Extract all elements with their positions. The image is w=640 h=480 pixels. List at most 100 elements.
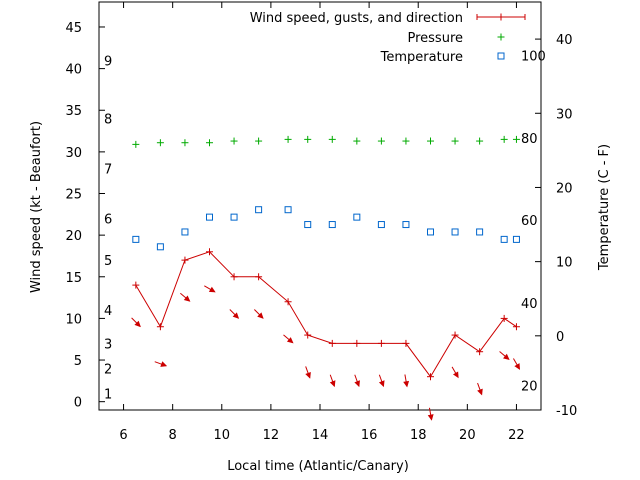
y-tick-label-right: 40 — [556, 33, 573, 48]
legend-label: Pressure — [407, 31, 463, 46]
arrow-head — [286, 337, 294, 344]
x-tick-label: 14 — [312, 428, 329, 443]
temperature-point — [402, 221, 410, 229]
legend-marker — [497, 13, 505, 21]
fahrenheit-label: 40 — [521, 297, 538, 312]
wind-point — [377, 339, 385, 347]
y-tick-label-left: 25 — [65, 188, 82, 203]
wind-point — [255, 273, 263, 281]
pressure-point — [476, 137, 484, 145]
beaufort-label: 7 — [104, 163, 112, 178]
y-axis-label-left: Wind speed (kt - Beaufort) — [29, 121, 44, 293]
x-tick-label: 16 — [361, 428, 378, 443]
arrow-head — [354, 380, 360, 388]
x-tick-label: 10 — [214, 428, 231, 443]
y-tick-label-left: 5 — [74, 354, 82, 369]
pressure-point — [451, 137, 459, 145]
x-tick-label: 12 — [263, 428, 280, 443]
arrow-head — [208, 286, 216, 293]
y-tick-label-left: 0 — [74, 396, 82, 411]
temperature-point — [181, 228, 189, 236]
beaufort-label: 5 — [104, 254, 112, 269]
wind-point — [427, 373, 434, 381]
wind-direction-arrow — [154, 361, 168, 367]
arrow-head — [134, 320, 141, 328]
wind-point — [451, 331, 459, 339]
temperature-point — [255, 206, 263, 214]
wind-direction-arrow — [229, 309, 240, 319]
wind-point — [353, 339, 361, 347]
temperature-point — [353, 213, 361, 221]
beaufort-label: 8 — [104, 113, 112, 128]
arrow-head — [305, 371, 311, 379]
temperature-point — [500, 235, 508, 243]
pressure-point — [206, 139, 213, 147]
wind-direction-arrow — [499, 351, 510, 361]
legend-marker — [497, 33, 505, 41]
wind-point — [512, 323, 520, 331]
wind-direction-arrow — [180, 292, 191, 302]
y-axis-label-right: Temperature (C - F) — [597, 144, 612, 271]
fahrenheit-label: 20 — [521, 380, 538, 395]
temperature-point — [451, 228, 459, 236]
wind-point — [328, 339, 336, 347]
x-tick-label: 18 — [410, 428, 427, 443]
x-tick-label: 20 — [459, 428, 476, 443]
pressure-point — [377, 137, 385, 145]
temperature-point — [476, 228, 484, 236]
pressure-point — [500, 135, 508, 143]
y-tick-label-left: 40 — [65, 63, 82, 78]
wind-direction-arrow — [513, 358, 521, 370]
arrow-head — [503, 353, 510, 361]
wind-point — [304, 331, 312, 339]
temperature-point — [512, 235, 520, 243]
wind-point — [500, 314, 508, 322]
pressure-point — [328, 135, 336, 143]
arrow-head — [452, 371, 459, 379]
temperature-point — [377, 221, 385, 229]
pressure-point — [284, 135, 292, 143]
legend-marker — [497, 52, 505, 60]
arrow-head — [378, 380, 385, 388]
wind-direction-arrow — [451, 366, 459, 379]
y-tick-label-left: 45 — [65, 21, 82, 36]
fahrenheit-label: 100 — [521, 49, 546, 64]
arrow-head — [183, 295, 191, 302]
pressure-point — [512, 135, 520, 143]
arrow-head — [257, 312, 264, 319]
temperature-point — [427, 228, 434, 236]
wind-direction-arrow — [403, 374, 410, 388]
temperature-point — [206, 213, 213, 221]
wind-point — [206, 248, 213, 256]
x-axis-label: Local time (Atlantic/Canary) — [227, 459, 409, 474]
y-tick-label-right: 10 — [556, 256, 573, 271]
temperature-point — [284, 206, 292, 214]
beaufort-label: 3 — [104, 337, 112, 352]
wind-direction-arrow — [204, 285, 216, 293]
x-tick-label: 6 — [119, 428, 127, 443]
wind-point — [181, 256, 189, 264]
wind-direction-arrow — [354, 374, 360, 388]
fahrenheit-label: 80 — [521, 132, 538, 147]
y-tick-label-left: 15 — [65, 271, 82, 286]
wind-direction-arrow — [477, 382, 483, 396]
y-tick-label-right: -10 — [556, 404, 577, 419]
legend-label: Temperature — [380, 50, 463, 65]
y-tick-label-left: 30 — [65, 146, 82, 161]
wind-direction-arrow — [254, 309, 264, 319]
arrow-head — [232, 312, 240, 319]
y-tick-label-left: 20 — [65, 229, 82, 244]
fahrenheit-label: 60 — [521, 214, 538, 229]
wind-direction-arrow — [131, 317, 141, 328]
pressure-point — [255, 137, 263, 145]
arrow-head — [427, 414, 434, 421]
wind-direction-arrow — [329, 374, 336, 388]
plot-layer — [131, 135, 521, 421]
y-tick-label-left: 35 — [65, 104, 82, 119]
pressure-point — [353, 137, 361, 145]
arrow-head — [329, 380, 336, 388]
wind-direction-arrow — [378, 374, 385, 388]
pressure-point — [402, 137, 410, 145]
y-tick-label-left: 10 — [65, 312, 82, 327]
